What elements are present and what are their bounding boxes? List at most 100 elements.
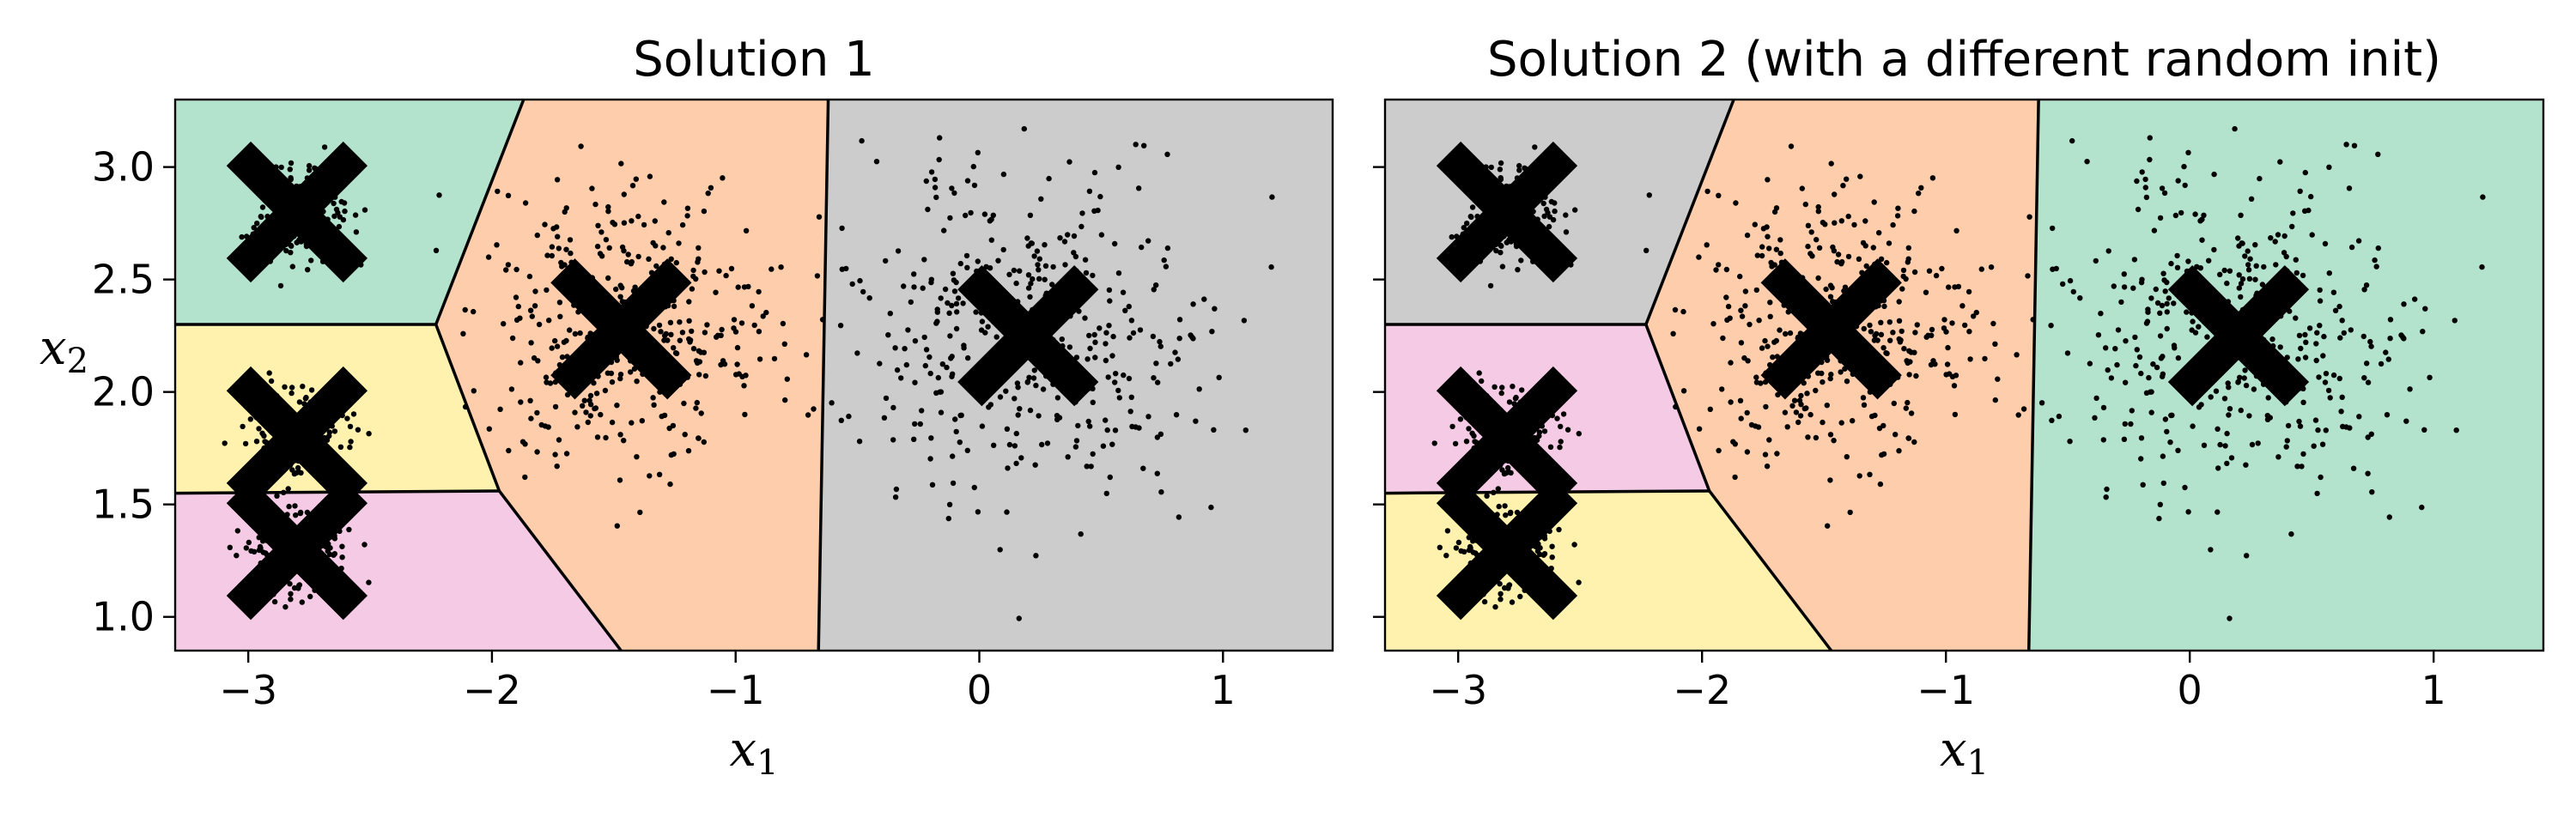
data-point [2403,418,2409,424]
data-point [568,250,574,257]
data-point [1673,403,1679,410]
data-point [2093,258,2099,264]
data-point [352,212,359,218]
data-point [1759,252,1765,259]
data-point [1965,288,1972,295]
data-point [2175,447,2181,453]
data-point [1488,164,1495,171]
data-point [1876,425,1883,432]
data-point [957,260,964,267]
data-point [2172,345,2178,351]
x-tick-label: −3 [219,667,277,713]
data-point [2339,318,2345,324]
data-point [2136,354,2143,360]
data-point [331,428,338,434]
data-point [248,548,254,554]
data-point [1753,379,1760,385]
data-point [1823,286,1829,293]
data-point [2131,257,2138,263]
data-point [1824,403,1830,409]
data-point [665,337,671,343]
data-point [234,528,240,534]
data-point [2284,438,2290,444]
data-point [1696,426,1703,432]
data-point [1773,205,1780,211]
data-point [2168,260,2174,267]
data-point [1572,207,1578,213]
data-point [981,211,988,217]
data-point [778,264,784,270]
data-point [2198,402,2204,408]
data-point [2365,379,2372,385]
data-point [2346,185,2353,191]
data-point [2067,439,2073,445]
data-point [2118,299,2124,306]
y-tick-label: 1.0 [92,594,155,640]
data-point [611,221,618,227]
data-point [971,484,978,491]
data-point [952,416,958,422]
data-point [1035,262,1041,268]
data-point [1764,464,1771,470]
data-point [1946,284,1952,290]
data-point [955,295,962,301]
data-point [1110,333,1116,340]
data-point [1201,296,1207,302]
data-point [950,453,956,459]
data-point [935,374,942,381]
data-point [1127,335,1133,341]
data-point [639,418,645,424]
data-point [1805,434,1811,440]
data-point [556,245,562,251]
data-point [1498,250,1504,256]
data-point [1106,287,1113,294]
data-point [1103,490,1110,497]
data-point [1100,443,1107,449]
data-point [1103,341,1109,347]
data-point [580,403,586,409]
data-point [294,239,300,245]
data-point [647,173,653,179]
data-point [1066,159,1072,165]
data-point [552,337,558,344]
data-point [898,375,904,381]
subplot-solution-2: −3 −2 −1 0 1 Solution 2 (with a different ran… [1373,32,2545,783]
data-point [308,387,315,393]
data-point [1136,185,1142,191]
data-point [2194,264,2200,270]
data-point [353,229,360,235]
data-point [243,545,249,551]
data-point [1196,386,1202,392]
data-point [667,481,673,488]
data-point [289,243,295,249]
data-point [2064,350,2071,356]
data-point [1896,318,1903,324]
data-point [1140,465,1146,471]
data-point [2199,216,2205,222]
data-point [816,214,823,220]
data-point [928,279,934,286]
data-point [2272,239,2278,245]
data-point [2297,188,2303,194]
data-point [2238,294,2244,300]
data-point [577,330,583,336]
data-point [1844,454,1850,460]
data-point [696,359,703,365]
data-point [1851,221,1857,228]
data-point [1723,266,1730,273]
data-point [1504,239,1510,245]
data-point [436,192,442,198]
data-point [295,464,301,471]
data-point [288,597,294,603]
data-point [1011,267,1018,274]
centroid-marker-3 [2167,265,2310,407]
data-point [881,415,888,421]
data-point [885,332,891,338]
data-point [2384,412,2391,418]
data-point [460,330,466,336]
data-point [1006,441,1013,448]
data-point [2138,279,2145,286]
data-point [471,308,477,315]
data-point [2157,215,2164,221]
data-point [1516,167,1522,173]
